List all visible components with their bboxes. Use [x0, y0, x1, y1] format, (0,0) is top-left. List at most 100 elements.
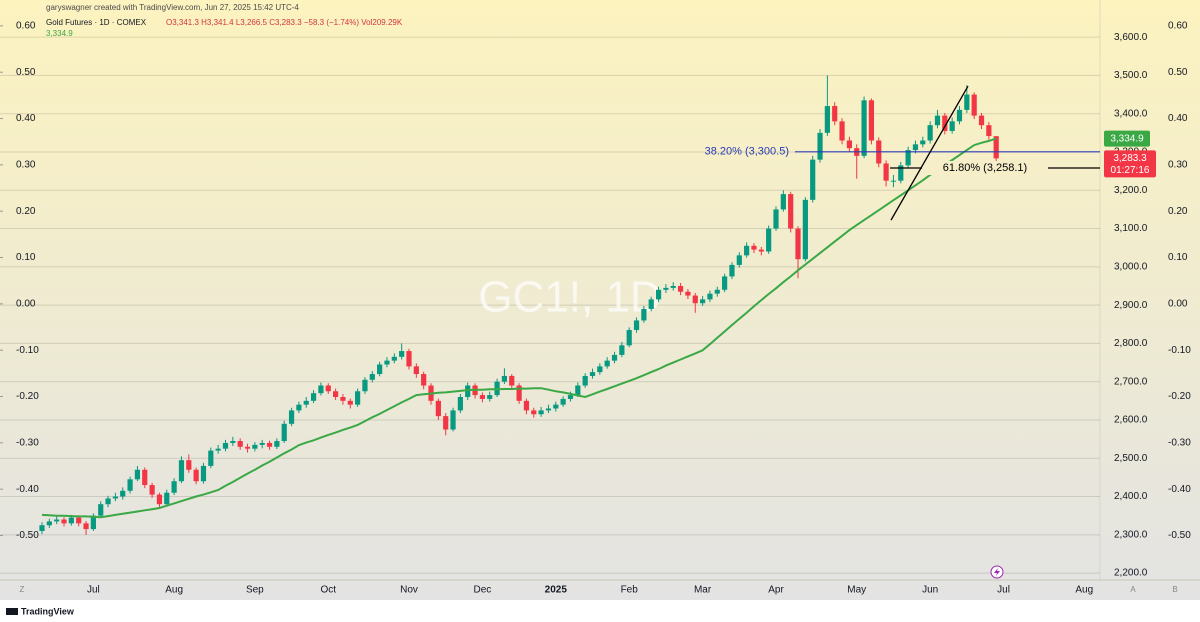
candle-body: [736, 255, 742, 265]
candle-body: [391, 356, 397, 361]
y-tick-label: 3,600.0: [1114, 32, 1148, 43]
candle-body: [318, 385, 324, 394]
candle-body: [465, 385, 471, 398]
candle-body: [685, 291, 691, 296]
candle-body: [39, 525, 45, 531]
ma-price-label: 3,334.9: [1110, 133, 1144, 144]
ma-value: 3,334.9: [46, 29, 73, 38]
symbol: Gold Futures · 1D · COMEX: [46, 18, 147, 27]
x-tick-label: Jun: [922, 585, 938, 596]
y-tick-label: 3,200.0: [1114, 185, 1148, 196]
x-tick-label: Oct: [320, 585, 336, 596]
candle-body: [178, 460, 185, 482]
candle-body: [597, 366, 603, 373]
candle-body: [156, 494, 163, 505]
candle-body: [215, 448, 221, 451]
candle-body: [406, 351, 412, 367]
y2-tick-label: 0.50: [1168, 67, 1188, 78]
y2-tick-label: -0.40: [1168, 484, 1191, 495]
candle-body: [252, 444, 258, 449]
x-tick-label: Sep: [246, 585, 264, 596]
candle-body: [692, 295, 698, 304]
candle-body: [303, 400, 309, 405]
candle-body: [677, 285, 684, 292]
y2-tick-label: 0.30: [1168, 160, 1188, 171]
y-tick-label: 2,500.0: [1114, 453, 1148, 464]
candle-body: [538, 410, 544, 415]
y2-tick-label: -0.50: [1168, 530, 1191, 541]
candle-body: [450, 410, 456, 430]
candle-body: [707, 293, 713, 300]
y2-tick-label: -0.30: [16, 437, 39, 448]
candle-body: [457, 397, 463, 411]
ohlc: O3,341.3 H3,341.4 L3,266.5 C3,283.3 −58.…: [166, 18, 403, 27]
candle-body: [582, 375, 588, 386]
candle-body: [545, 408, 552, 411]
y-tick-label: 2,300.0: [1114, 529, 1148, 540]
footer: [0, 600, 1200, 622]
candle-body: [729, 264, 735, 277]
candle-body: [971, 94, 977, 116]
candle-body: [347, 400, 353, 405]
x-tick-label: Aug: [1075, 585, 1093, 596]
candle-body: [942, 115, 948, 131]
candle-body: [281, 423, 287, 442]
candle-body: [310, 393, 317, 401]
y2-tick-label: 0.60: [1168, 21, 1188, 32]
candle-body: [773, 209, 779, 229]
x-tick-label: Apr: [768, 585, 784, 596]
candle-body: [949, 121, 955, 131]
candle-body: [655, 289, 662, 300]
candle-body: [567, 395, 574, 399]
candle-body: [619, 345, 625, 355]
brand-logo: [6, 608, 18, 615]
fib-label: 38.20% (3,300.5): [705, 146, 789, 158]
y2-tick-label: 0.60: [16, 21, 36, 32]
candle-body: [824, 106, 830, 133]
candle-body: [700, 299, 706, 304]
y2-tick-label: -0.20: [16, 391, 39, 402]
candle-body: [377, 364, 383, 375]
x-tick-label: Aug: [165, 585, 183, 596]
y2-tick-label: -0.20: [1168, 391, 1191, 402]
candle-body: [817, 132, 823, 160]
candle-body: [384, 360, 390, 365]
y2-tick-label: 0.40: [16, 113, 36, 124]
y2-tick-label: -0.10: [16, 345, 39, 356]
candle-body: [832, 106, 838, 122]
fib-label-bg: [922, 161, 1048, 176]
candle-body: [244, 446, 251, 449]
candle-body: [993, 136, 999, 159]
candle-body: [120, 490, 126, 497]
candle-body: [868, 100, 875, 141]
candle-body: [274, 441, 280, 447]
y2-tick-label: 0.30: [16, 160, 36, 171]
candle-body: [61, 519, 67, 524]
candle-body: [898, 165, 904, 181]
credit: garyswagner created with TradingView.com…: [46, 3, 299, 12]
chart-background: [0, 0, 1200, 600]
candle-body: [230, 441, 236, 443]
x-tick-label: Mar: [694, 585, 712, 596]
y2-tick-label: 0.50: [16, 67, 36, 78]
moving-average: [41, 137, 997, 519]
candle-body: [362, 379, 368, 392]
candle-body: [846, 140, 852, 149]
candle-body: [413, 366, 419, 375]
axis-mode[interactable]: B: [1172, 585, 1177, 594]
x-tick-label: Jul: [87, 585, 100, 596]
candle-body: [83, 523, 89, 530]
candle-body: [861, 100, 867, 156]
candle-body: [193, 469, 199, 482]
candle-body: [112, 496, 118, 499]
axis-mode[interactable]: A: [1130, 585, 1136, 594]
candle-body: [611, 354, 618, 361]
y2-tick-label: 0.10: [1168, 252, 1188, 263]
candle-body: [641, 308, 647, 321]
x-tick-label: Dec: [474, 585, 492, 596]
y2-tick-label: -0.50: [16, 530, 39, 541]
candle-body: [200, 465, 207, 482]
candle-body: [46, 521, 52, 526]
candle-body: [890, 180, 897, 182]
